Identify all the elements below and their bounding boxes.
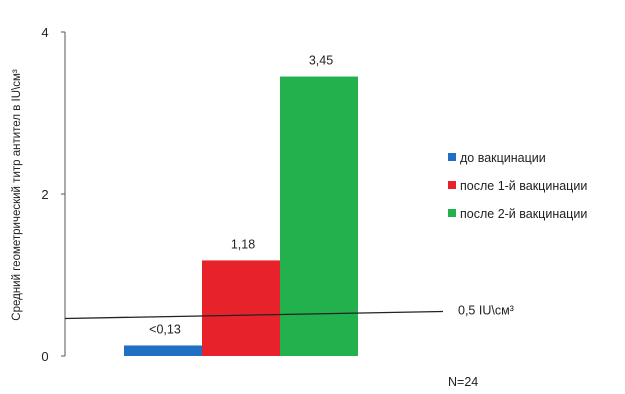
reference-line [64,310,444,320]
sample-size-note: N=24 [448,375,478,389]
legend-label: после 2-й вакцинации [460,207,587,221]
bar-value-label: 3,45 [309,54,333,68]
bar-value-label: 1,18 [231,237,255,251]
y-tick-label: 0 [41,349,48,364]
legend-item-after-2nd: после 2-й вакцинации [448,207,587,221]
legend-swatch [448,181,456,189]
bar-before-vaccination [124,345,202,356]
y-tick-label: 2 [41,187,48,202]
legend-label: после 1-й вакцинации [460,179,587,193]
legend-item-after-1st: после 1-й вакцинации [448,179,587,193]
bar-after-2nd-vaccination [280,76,358,357]
y-axis-label: Средний геометрический титр антител в IU… [11,69,23,321]
y-tick-label: 4 [41,25,48,40]
legend-label: до вакцинации [460,151,546,165]
bar-after-1st-vaccination [202,260,280,356]
legend-swatch [448,209,456,217]
bar-value-label: <0,13 [149,322,181,336]
legend-swatch [448,153,456,161]
reference-line-label: 0,5 IU\см³ [458,304,514,318]
legend-item-before: до вакцинации [448,151,546,165]
